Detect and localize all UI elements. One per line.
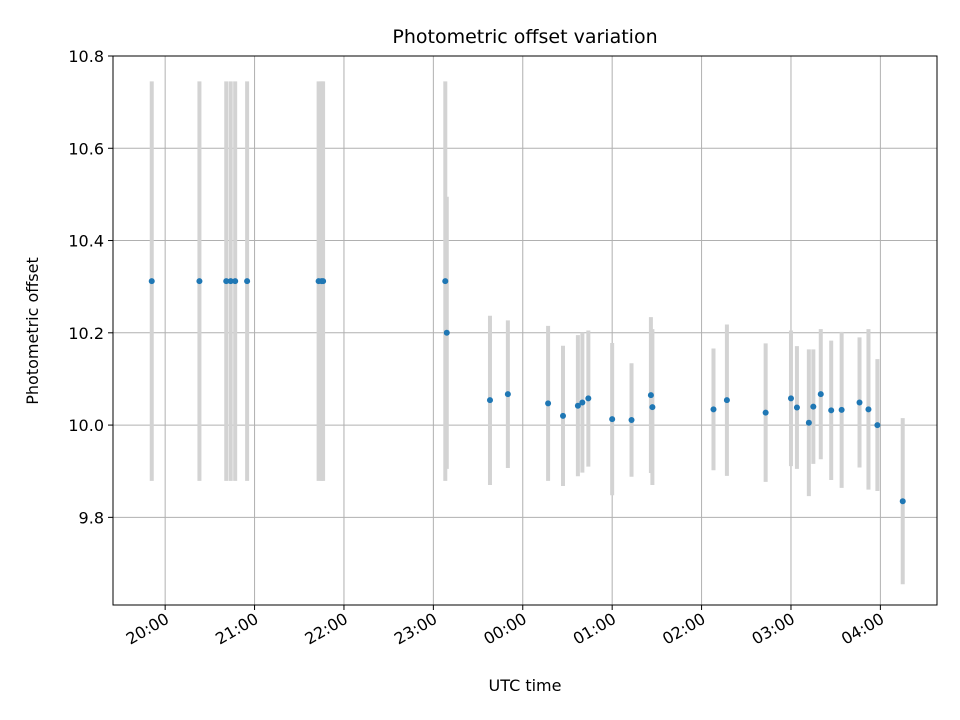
data-point <box>649 404 656 411</box>
data-point <box>585 395 592 402</box>
y-tick-label: 10.4 <box>68 232 104 251</box>
data-point <box>244 278 251 285</box>
data-point <box>787 395 794 402</box>
data-point <box>232 278 239 285</box>
y-axis-label: Photometric offset <box>23 257 42 405</box>
data-point <box>899 498 906 505</box>
data-point <box>628 417 635 424</box>
data-point <box>805 419 812 426</box>
y-tick-label: 10.2 <box>68 324 104 343</box>
data-point <box>223 278 230 285</box>
data-point <box>442 278 449 285</box>
chart-title: Photometric offset variation <box>392 26 657 48</box>
data-point <box>723 397 730 404</box>
data-point <box>817 391 824 398</box>
data-points <box>148 278 906 505</box>
y-tick-label: 9.8 <box>79 508 104 527</box>
x-axis-label: UTC time <box>489 676 562 695</box>
data-point <box>856 399 863 406</box>
data-point <box>838 406 845 413</box>
data-point <box>196 278 203 285</box>
data-point <box>443 329 450 336</box>
data-point <box>710 406 717 413</box>
data-point <box>148 278 155 285</box>
data-point <box>579 399 586 406</box>
data-point <box>828 407 835 414</box>
y-tick-label: 10.0 <box>68 416 104 435</box>
y-tick-label: 10.8 <box>68 47 104 66</box>
grid-lines <box>113 55 937 605</box>
data-point <box>559 412 566 419</box>
data-point <box>874 422 881 429</box>
data-point <box>865 406 872 413</box>
data-point <box>647 392 654 399</box>
y-axis-ticks: 9.8 10.0 10.2 10.4 10.6 10.8 <box>68 47 113 527</box>
y-tick-label: 10.6 <box>68 139 104 158</box>
data-point <box>227 278 234 285</box>
plot-area-frame <box>112 55 938 606</box>
data-point <box>762 409 769 416</box>
data-point <box>504 391 511 398</box>
data-point <box>320 278 327 285</box>
data-point <box>486 397 493 404</box>
data-point <box>545 400 552 407</box>
data-point <box>793 404 800 411</box>
data-point <box>609 416 616 423</box>
data-point <box>810 403 817 410</box>
data-point <box>574 402 581 409</box>
